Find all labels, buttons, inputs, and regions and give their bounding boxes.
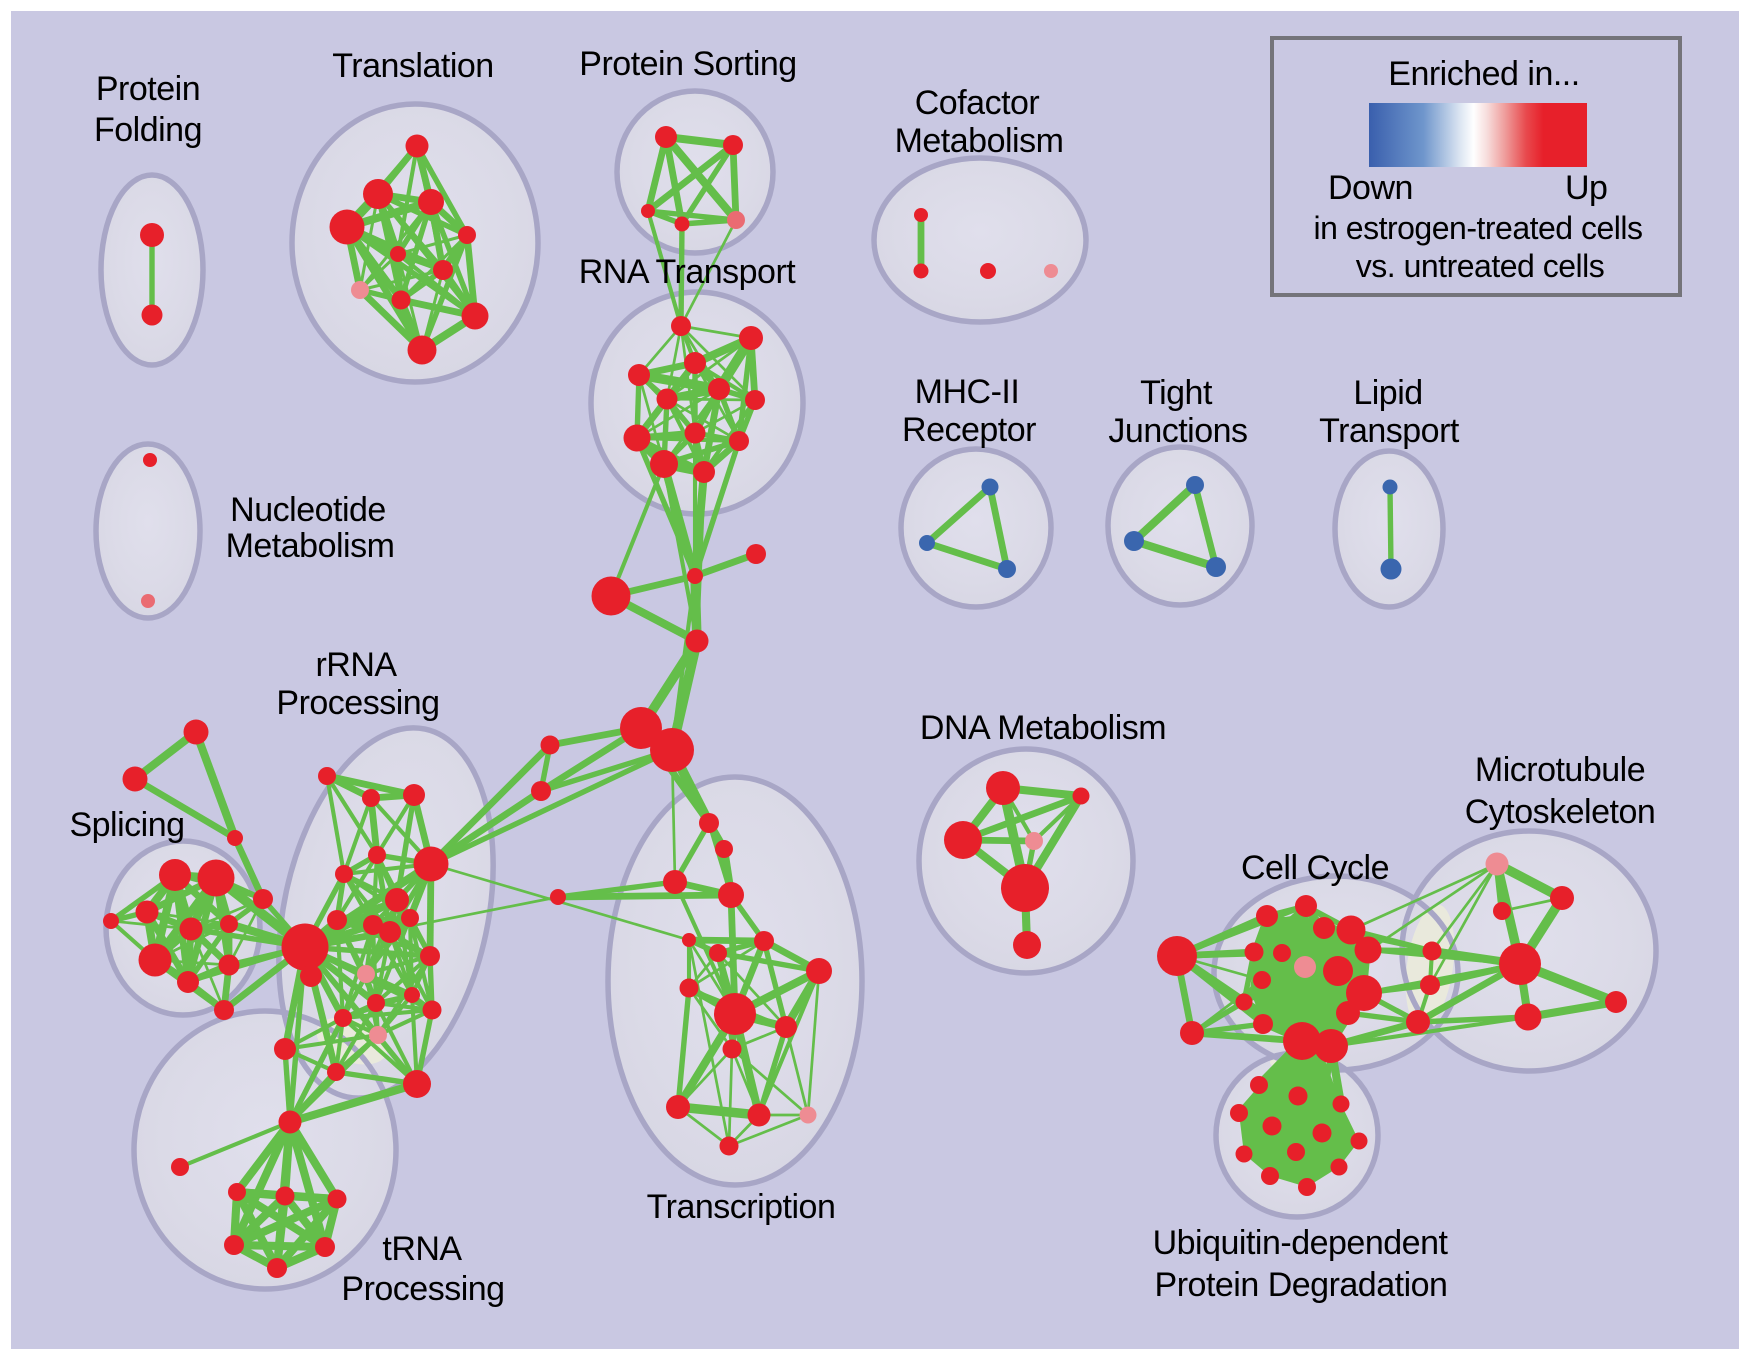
svg-text:Cytoskeleton: Cytoskeleton xyxy=(1465,793,1656,831)
svg-text:Up: Up xyxy=(1565,169,1607,207)
svg-text:rRNA: rRNA xyxy=(315,646,397,684)
svg-text:in estrogen-treated cells: in estrogen-treated cells xyxy=(1313,210,1642,246)
svg-text:Metabolism: Metabolism xyxy=(895,122,1064,160)
svg-text:tRNA: tRNA xyxy=(382,1230,462,1268)
svg-text:Down: Down xyxy=(1328,169,1413,207)
svg-text:Processing: Processing xyxy=(341,1270,504,1308)
svg-text:Receptor: Receptor xyxy=(902,411,1036,449)
svg-text:Protein: Protein xyxy=(96,70,200,108)
svg-text:RNA Transport: RNA Transport xyxy=(579,253,797,291)
svg-text:Cofactor: Cofactor xyxy=(915,84,1040,122)
svg-text:Folding: Folding xyxy=(94,111,202,149)
svg-text:Lipid: Lipid xyxy=(1353,374,1422,412)
svg-text:Enriched in...: Enriched in... xyxy=(1388,55,1579,93)
svg-text:MHC-II: MHC-II xyxy=(915,373,1020,411)
svg-text:DNA Metabolism: DNA Metabolism xyxy=(920,709,1166,747)
svg-text:Junctions: Junctions xyxy=(1108,412,1247,450)
svg-text:Cell Cycle: Cell Cycle xyxy=(1241,849,1389,887)
svg-text:Metabolism: Metabolism xyxy=(226,527,395,565)
svg-text:Ubiquitin-dependent: Ubiquitin-dependent xyxy=(1153,1224,1449,1262)
svg-text:Microtubule: Microtubule xyxy=(1475,751,1645,789)
svg-text:Transcription: Transcription xyxy=(647,1188,836,1226)
svg-text:Protein Sorting: Protein Sorting xyxy=(579,45,796,83)
svg-text:Protein Degradation: Protein Degradation xyxy=(1155,1266,1448,1304)
svg-text:Splicing: Splicing xyxy=(69,806,184,844)
svg-text:Tight: Tight xyxy=(1140,374,1213,412)
svg-text:Nucleotide: Nucleotide xyxy=(230,491,386,529)
svg-text:Translation: Translation xyxy=(332,47,493,85)
svg-text:Transport: Transport xyxy=(1319,412,1460,450)
svg-text:Processing: Processing xyxy=(276,684,439,722)
svg-text:vs. untreated cells: vs. untreated cells xyxy=(1356,248,1604,284)
